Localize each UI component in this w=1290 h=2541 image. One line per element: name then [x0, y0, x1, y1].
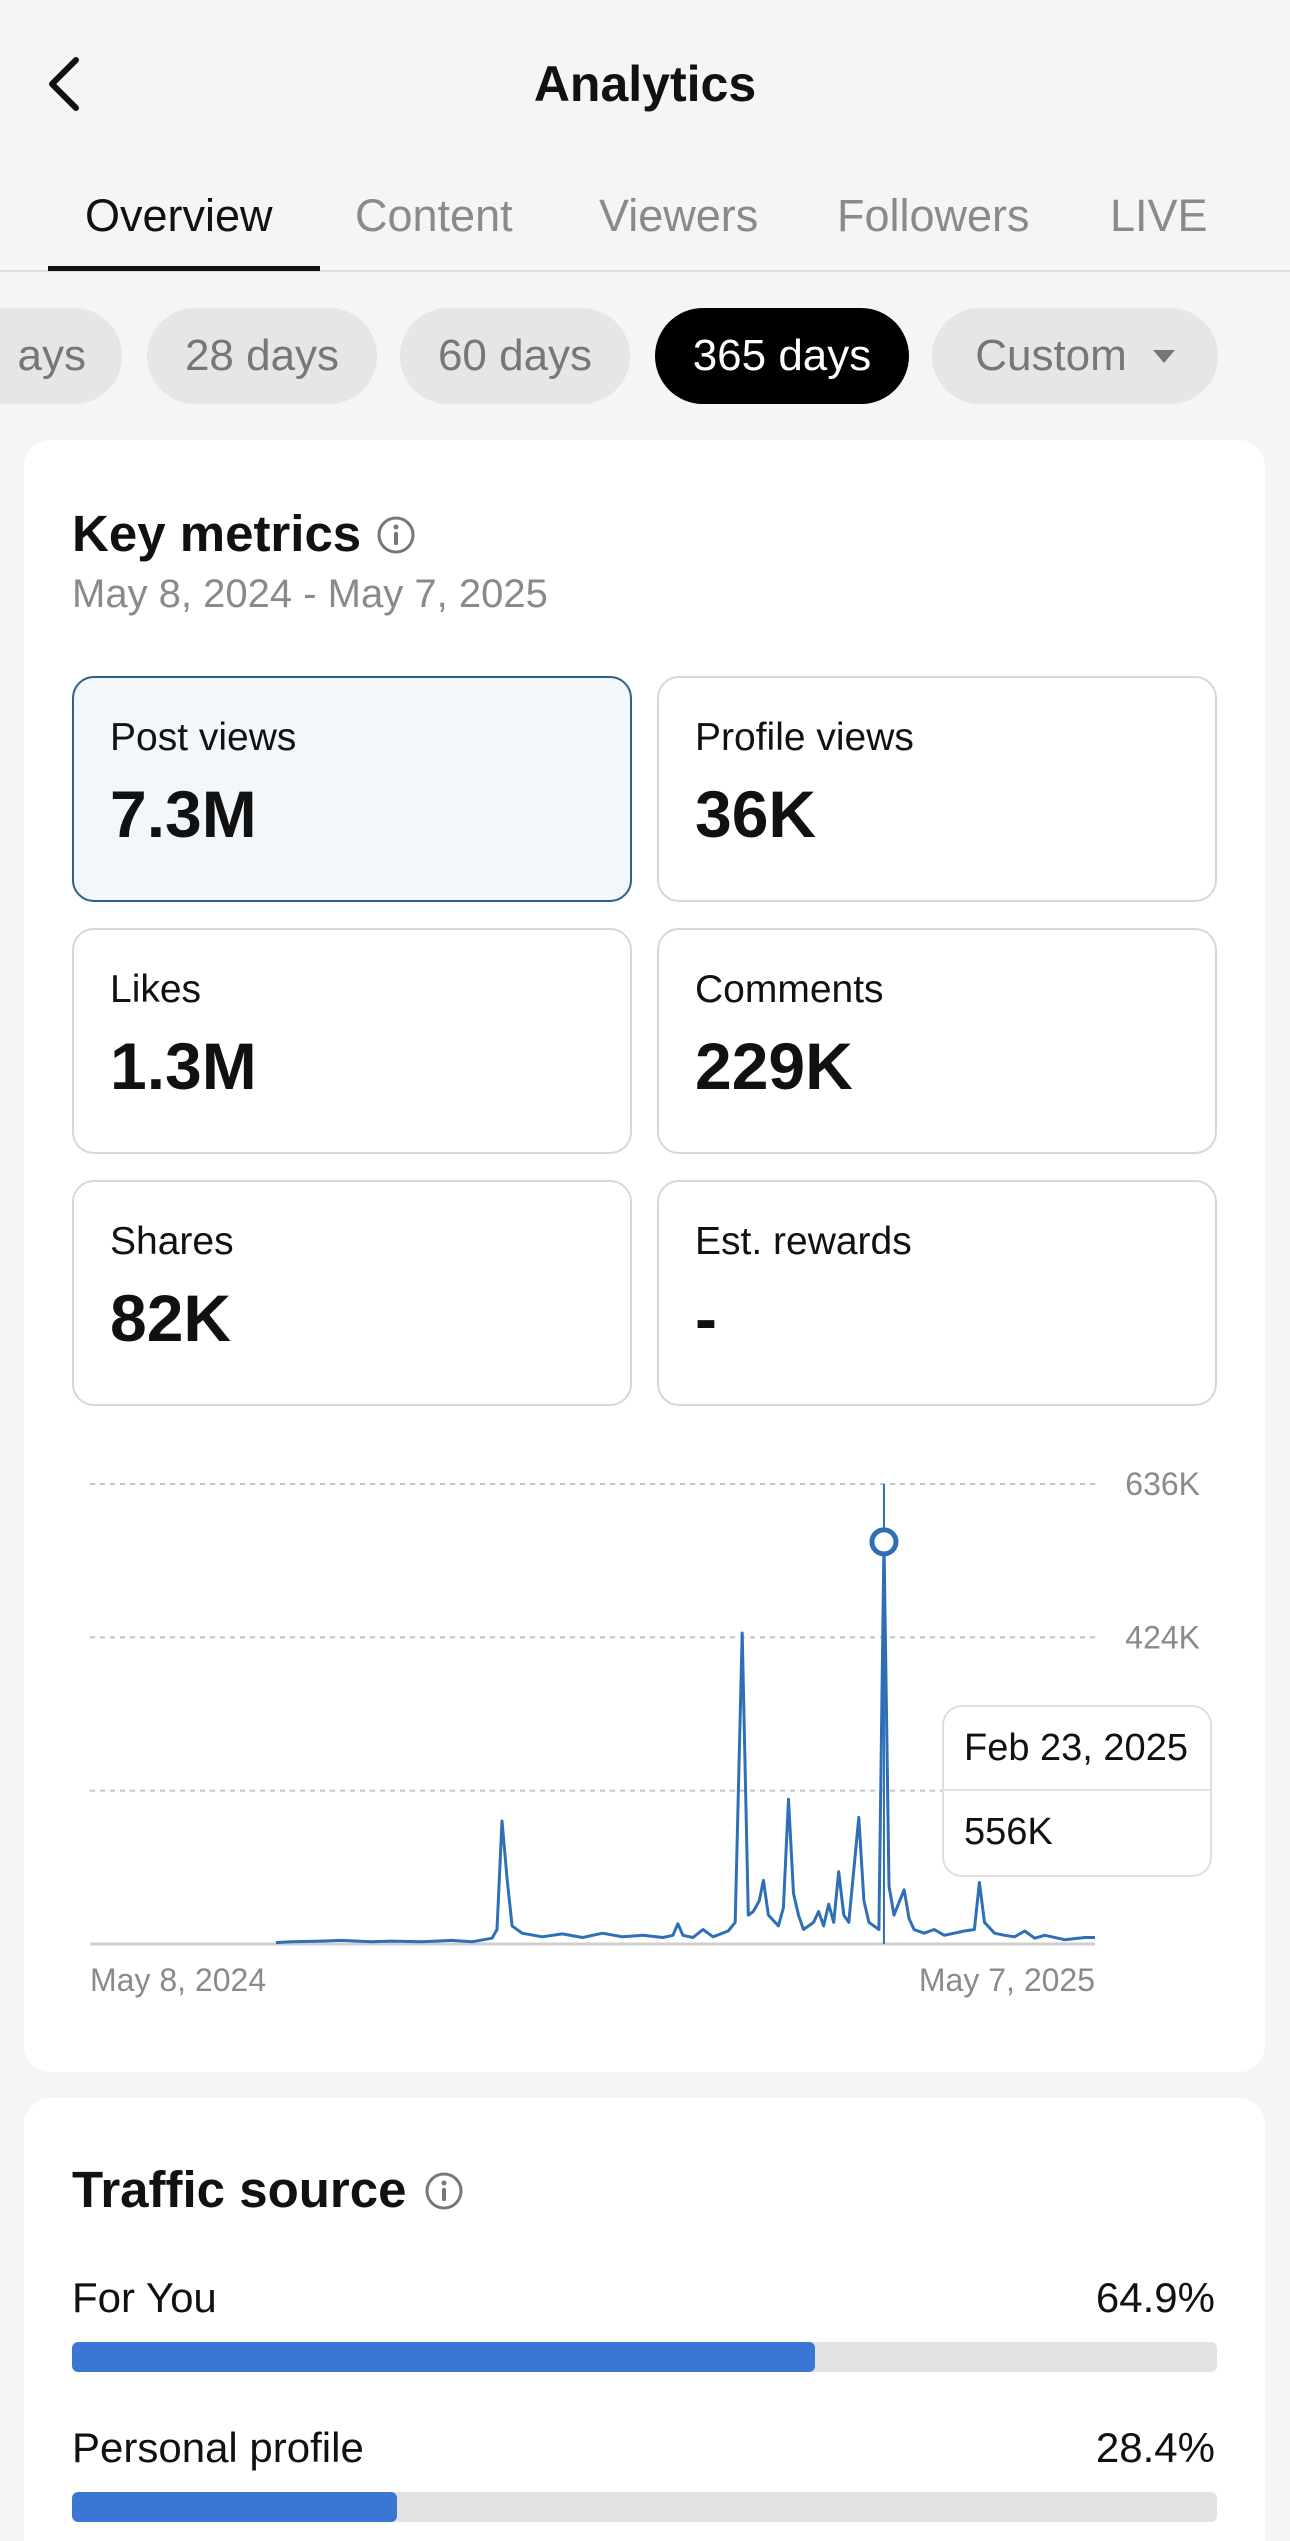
metric-label: Profile views	[695, 716, 914, 759]
key-metrics-card: Key metrics May 8, 2024 - May 7, 2025 Po…	[24, 440, 1265, 2072]
period-28-days[interactable]: 28 days	[147, 308, 377, 404]
tooltip-divider	[944, 1789, 1210, 1791]
traffic-source-title: Traffic source	[72, 2161, 407, 2218]
metric-likes[interactable]: Likes 1.3M	[72, 928, 632, 1154]
y-tick-label: 424K	[1125, 1619, 1200, 1655]
metric-shares[interactable]: Shares 82K	[72, 1180, 632, 1406]
x-label-start: May 8, 2024	[90, 1962, 266, 1998]
period-60-days[interactable]: 60 days	[400, 308, 630, 404]
tab-viewers[interactable]: Viewers	[599, 190, 759, 241]
metric-value: 229K	[695, 1029, 853, 1103]
metric-value: 82K	[110, 1281, 232, 1355]
metric-label: Shares	[110, 1220, 234, 1263]
key-metrics-title: Key metrics	[72, 505, 362, 562]
period-7-days[interactable]: ays	[0, 308, 122, 404]
traffic-source-label: Personal profile	[72, 2424, 364, 2471]
post-views-chart[interactable]: 636K 424K May 8, 2024 May 7, 2025	[24, 440, 1265, 2072]
metric-label: Post views	[110, 716, 297, 759]
caret-down-icon	[1152, 349, 1175, 363]
metric-label: Likes	[110, 968, 202, 1011]
tab-live[interactable]: LIVE	[1110, 190, 1208, 241]
tab-bar: Overview Content Viewers Followers LIVE	[0, 170, 1290, 272]
traffic-source-percent: 28.4%	[1095, 2424, 1215, 2471]
active-tab-indicator	[48, 266, 320, 271]
metric-value: -	[695, 1281, 717, 1355]
period-custom-dropdown[interactable]: Custom	[932, 308, 1218, 404]
metric-label: Comments	[695, 968, 884, 1011]
metric-value: 36K	[695, 777, 817, 851]
header: Analytics	[0, 0, 1290, 170]
metric-value: 1.3M	[110, 1029, 257, 1103]
period-selector: ays 28 days 60 days 365 days Custom	[0, 308, 1290, 406]
period-365-days[interactable]: 365 days	[655, 308, 909, 404]
tab-overview[interactable]: Overview	[85, 190, 273, 241]
chart-cursor-point[interactable]	[869, 1527, 899, 1557]
metric-est-rewards[interactable]: Est. rewards -	[657, 1180, 1217, 1406]
traffic-source-bar-fill	[72, 2492, 398, 2522]
y-tick-label: 636K	[1125, 1466, 1200, 1502]
date-range: May 8, 2024 - May 7, 2025	[72, 572, 548, 616]
metric-value: 7.3M	[110, 777, 257, 851]
traffic-source-card: Traffic source For You 64.9% Personal pr…	[24, 2098, 1265, 2541]
tooltip-value: 556K	[964, 1811, 1053, 1853]
traffic-source-bar	[72, 2342, 1217, 2372]
info-icon[interactable]	[376, 515, 416, 555]
tab-followers[interactable]: Followers	[837, 190, 1030, 241]
info-icon[interactable]	[424, 2171, 464, 2211]
traffic-source-bar-fill	[72, 2342, 816, 2372]
traffic-source-bar	[72, 2492, 1217, 2522]
tab-content[interactable]: Content	[355, 190, 513, 241]
tooltip-date: Feb 23, 2025	[964, 1727, 1188, 1769]
traffic-source-label: For You	[72, 2274, 217, 2321]
page-title: Analytics	[533, 56, 757, 112]
post-views-series-line	[275, 1540, 1095, 1945]
x-label-end: May 7, 2025	[919, 1962, 1095, 1998]
chart-tooltip: Feb 23, 2025 556K	[942, 1705, 1212, 1877]
traffic-source-percent: 64.9%	[1095, 2274, 1215, 2321]
metric-label: Est. rewards	[695, 1220, 912, 1263]
metric-post-views[interactable]: Post views 7.3M	[72, 676, 632, 902]
metric-profile-views[interactable]: Profile views 36K	[657, 676, 1217, 902]
back-button[interactable]	[40, 52, 96, 116]
metric-comments[interactable]: Comments 229K	[657, 928, 1217, 1154]
chevron-left-icon	[49, 57, 79, 111]
